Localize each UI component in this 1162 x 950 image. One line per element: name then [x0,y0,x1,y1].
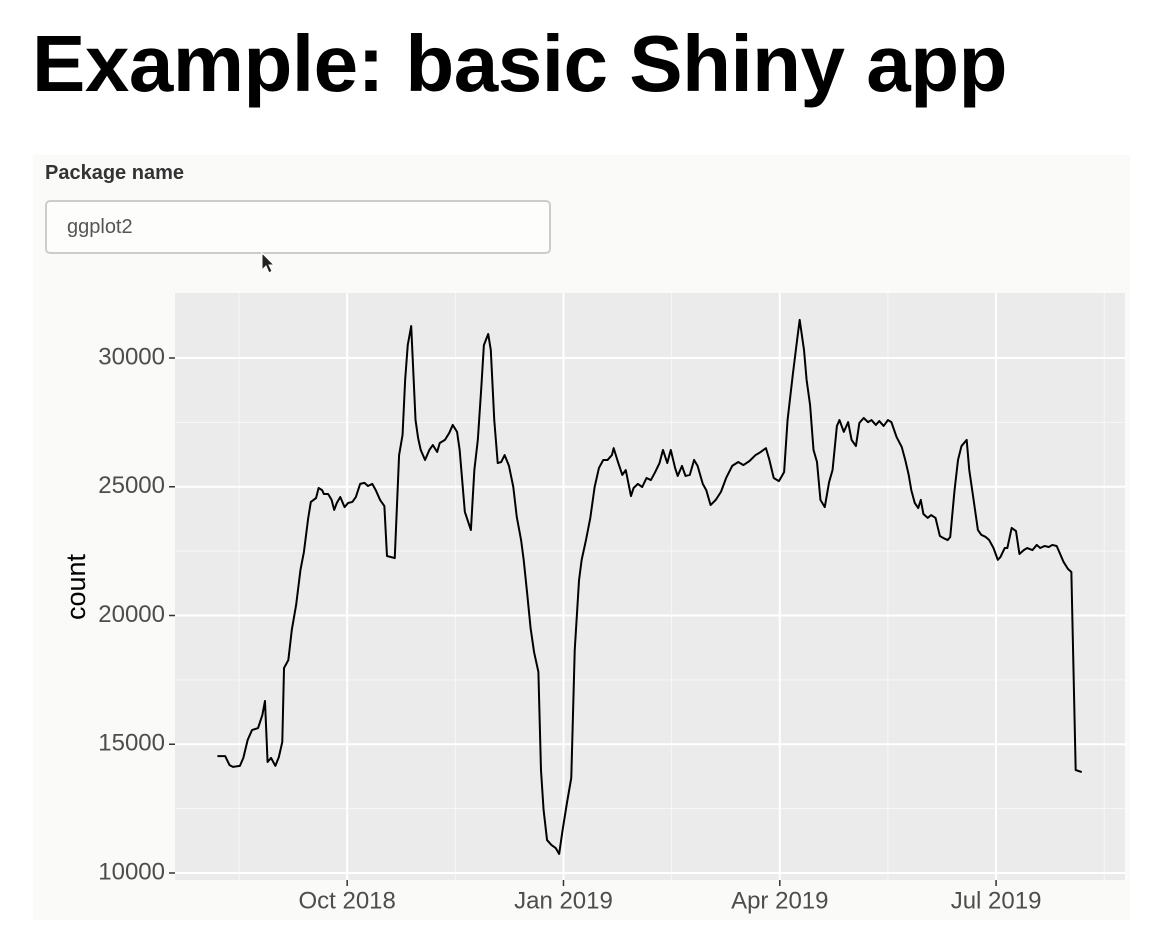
input-label: Package name [45,162,184,184]
x-tick-label: Apr 2019 [731,887,828,914]
x-tick-label: Jan 2019 [514,887,613,914]
plot-panel [175,293,1125,880]
y-tick-label: 15000 [98,730,165,757]
x-tick-label: Jul 2019 [951,887,1042,914]
data-line [217,318,1083,855]
y-tick-label: 25000 [98,472,165,499]
y-tick-label: 20000 [98,601,165,628]
slide-title: Example: basic Shiny app [32,19,1008,108]
cursor [261,251,276,274]
text-input[interactable]: ggplot2 [45,200,551,254]
y-tick-label: 10000 [98,858,165,885]
x-tick-label: Oct 2018 [298,887,395,914]
y-tick-label: 30000 [98,343,165,370]
y-axis-label: count [61,553,91,620]
